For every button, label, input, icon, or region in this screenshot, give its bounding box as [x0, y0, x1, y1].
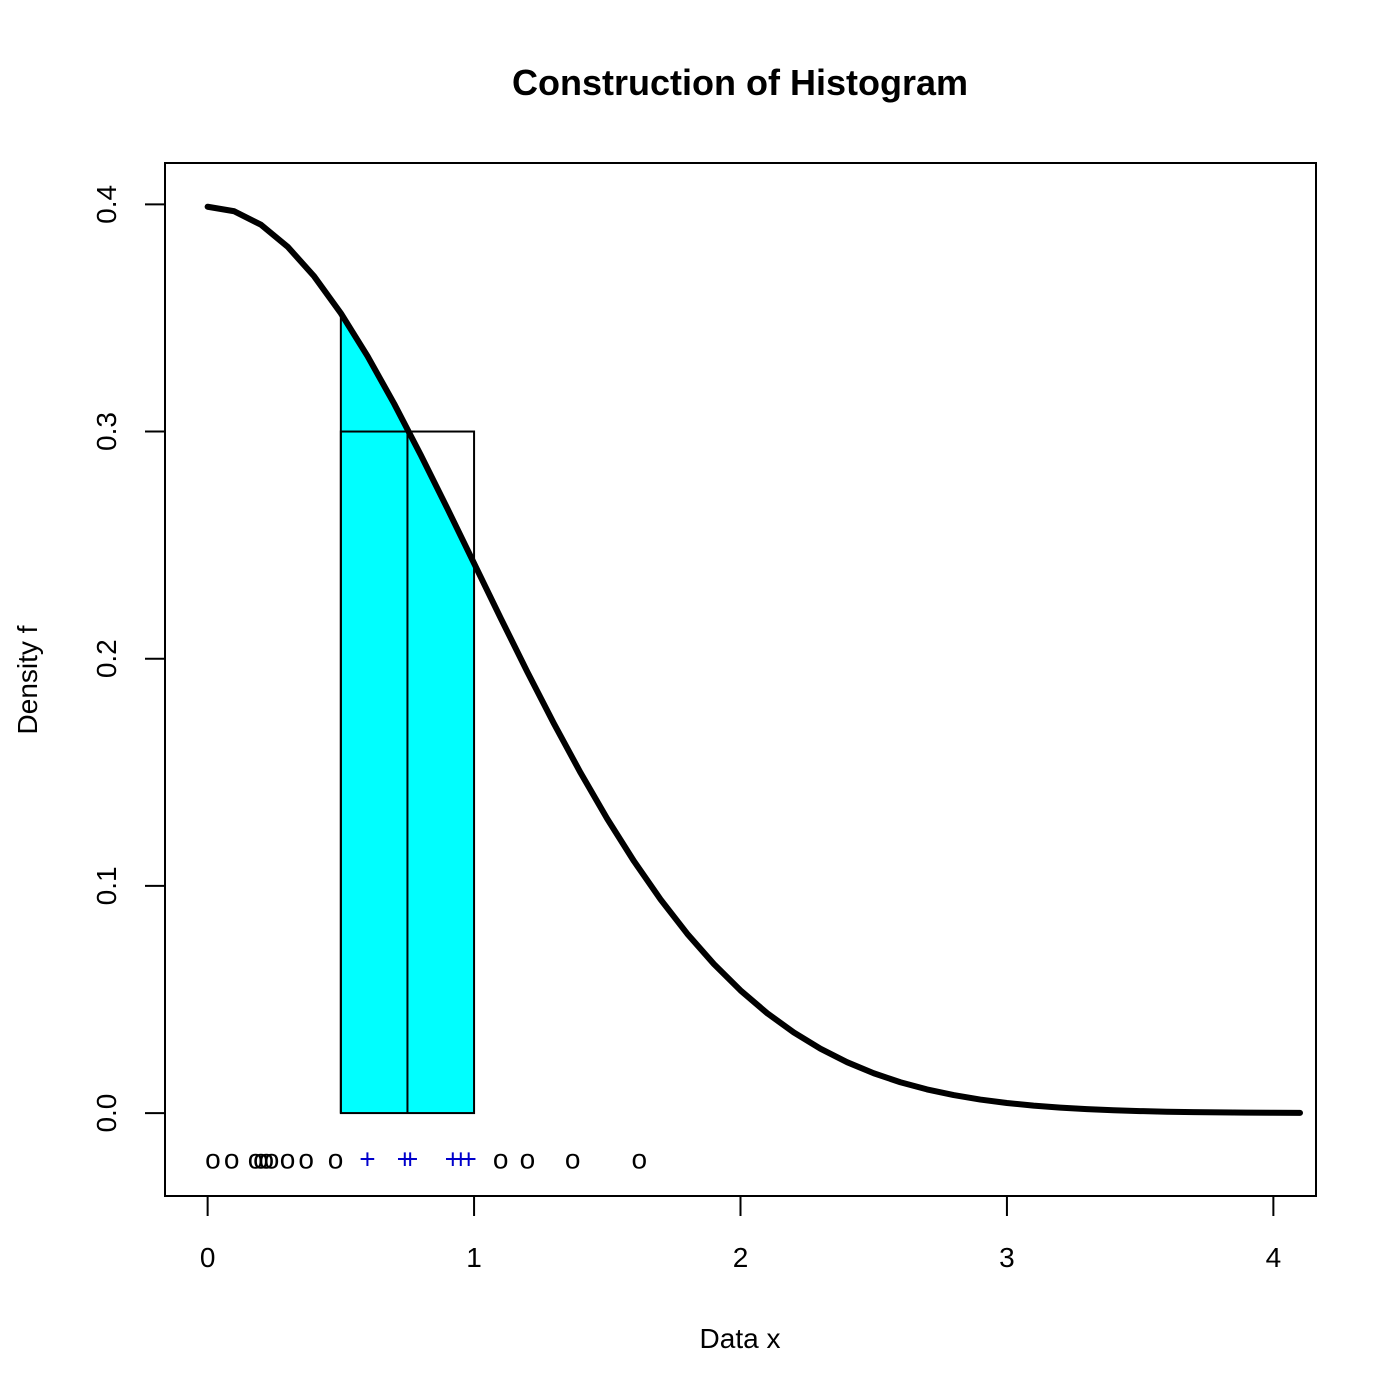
data-point-outside: o — [280, 1144, 296, 1175]
x-tick-label: 4 — [1266, 1242, 1282, 1273]
data-point-outside: o — [258, 1144, 274, 1175]
data-point-inside: + — [445, 1144, 461, 1175]
y-axis-label: Density f — [12, 625, 43, 734]
data-point-outside: o — [298, 1144, 314, 1175]
y-tick-label: 0.1 — [91, 866, 122, 905]
x-axis-label: Data x — [700, 1323, 781, 1354]
data-point-outside: o — [248, 1144, 264, 1175]
data-point-outside: o — [520, 1144, 536, 1175]
y-tick-label: 0.3 — [91, 412, 122, 451]
data-point-outside: o — [631, 1144, 647, 1175]
y-tick-label: 0.2 — [91, 639, 122, 678]
density-curve — [204, 203, 1304, 1116]
data-point-inside: + — [397, 1144, 413, 1175]
data-point-outside: o — [224, 1144, 240, 1175]
x-tick-label: 1 — [466, 1242, 482, 1273]
x-tick-label: 0 — [200, 1242, 216, 1273]
data-point-inside: + — [461, 1144, 477, 1175]
y-tick-label: 0.4 — [91, 185, 122, 224]
data-point-inside: + — [359, 1144, 375, 1175]
plot-frame — [164, 162, 1317, 1197]
data-point-outside: o — [253, 1144, 269, 1175]
chart-title: Construction of Histogram — [512, 62, 968, 103]
x-tick-label: 3 — [999, 1242, 1015, 1273]
data-point-outside: o — [493, 1144, 509, 1175]
x-axis: 0 1 2 3 4 — [200, 1195, 1282, 1273]
y-axis: 0.0 0.1 0.2 0.3 0.4 — [91, 185, 166, 1133]
data-point-outside: o — [205, 1144, 221, 1175]
data-point-inside: + — [402, 1144, 418, 1175]
data-point-outside: o — [565, 1144, 581, 1175]
data-point-inside: + — [453, 1144, 469, 1175]
y-tick-label: 0.0 — [91, 1094, 122, 1133]
x-tick-label: 2 — [733, 1242, 749, 1273]
data-point-outside: o — [264, 1144, 280, 1175]
data-point-outside: o — [328, 1144, 344, 1175]
